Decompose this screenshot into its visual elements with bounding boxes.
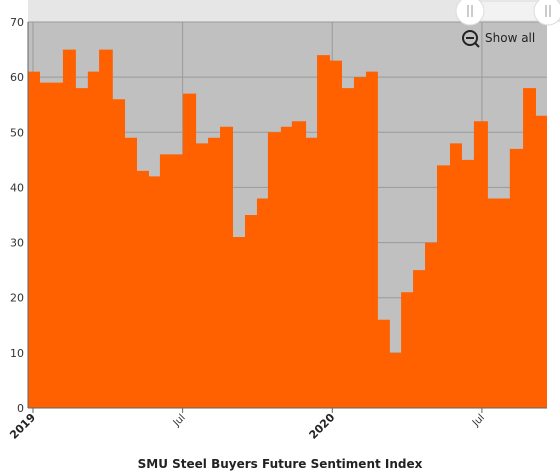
y-tick-label: 10 bbox=[10, 347, 24, 360]
x-tick-label: Jul bbox=[171, 412, 188, 429]
area bbox=[28, 49, 547, 408]
show-all-label[interactable]: Show all bbox=[485, 31, 535, 45]
zoom-icon-handle bbox=[474, 42, 480, 48]
zoom-icon bbox=[462, 30, 478, 46]
handle-left[interactable] bbox=[455, 0, 485, 26]
y-tick-label: 60 bbox=[10, 71, 24, 84]
y-tick-label: 20 bbox=[10, 292, 24, 305]
y-tick-label: 70 bbox=[10, 16, 24, 29]
y-tick-label: 30 bbox=[10, 237, 24, 250]
x-tick-label: 2020 bbox=[307, 411, 338, 442]
x-tick-label: Jul bbox=[470, 412, 487, 429]
y-tick-label: 0 bbox=[17, 402, 24, 415]
y-tick-label: 50 bbox=[10, 126, 24, 139]
chart-title: SMU Steel Buyers Future Sentiment Index bbox=[138, 457, 423, 471]
navigator bbox=[28, 0, 560, 22]
y-tick-label: 40 bbox=[10, 181, 24, 194]
navigator-range bbox=[470, 2, 545, 20]
x-tick-label: 2019 bbox=[7, 411, 38, 442]
handle-right[interactable] bbox=[533, 0, 560, 26]
show-all-button[interactable]: Show all bbox=[462, 30, 535, 48]
slider-handle[interactable] bbox=[455, 0, 560, 26]
